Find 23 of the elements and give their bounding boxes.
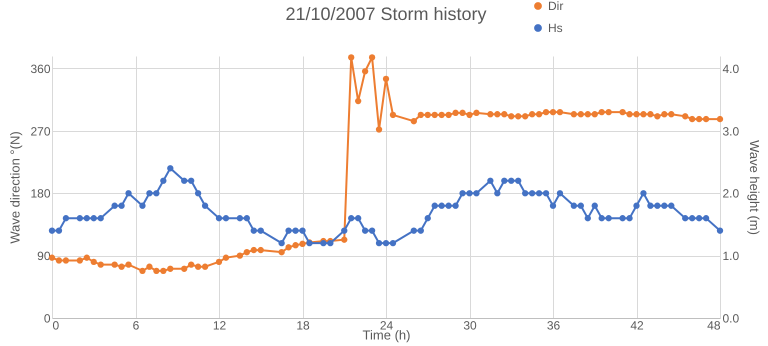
x-tick-label: 48 [707, 318, 721, 332]
y-tick-label: 270 [30, 124, 51, 138]
y-axis-title: Wave direction °(N) [7, 131, 22, 244]
x-tick-label: 24 [380, 318, 394, 332]
y2-tick-label: 4.0 [722, 62, 740, 76]
x-tick-label: 12 [212, 318, 226, 332]
y2-tick-label: 2.0 [722, 186, 740, 201]
legend-label: Dir [548, 0, 564, 13]
y-tick-label: 180 [30, 186, 51, 201]
x-tick-label: 6 [132, 318, 140, 332]
x-tick-label: 0 [52, 318, 60, 332]
x-tick-label: 30 [463, 318, 477, 332]
x-tick-label: 18 [296, 318, 310, 332]
y2-axis-title: Wave height (m) [747, 140, 762, 235]
y-tick-label: 360 [30, 62, 51, 76]
x-tick-label: 36 [546, 318, 560, 332]
y-tick-label: 90 [37, 249, 51, 264]
legend-label: Hs [548, 21, 563, 35]
y2-tick-label: 3.0 [722, 124, 740, 138]
y2-tick-label: 0.0 [722, 312, 740, 326]
y2-tick-label: 1.0 [722, 249, 740, 264]
chart-title: 21/10/2007 Storm history [285, 4, 487, 24]
x-tick-label: 42 [630, 318, 644, 332]
